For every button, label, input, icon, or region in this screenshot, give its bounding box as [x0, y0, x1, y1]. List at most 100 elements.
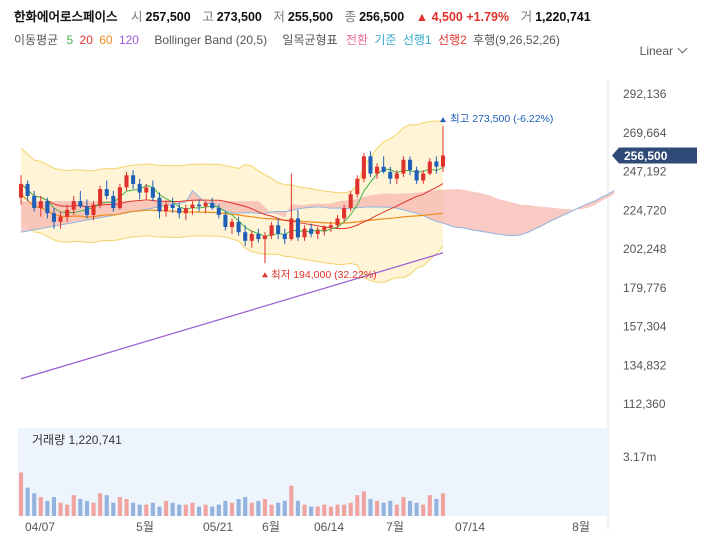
volume-bar [375, 500, 380, 516]
candle-body [124, 175, 129, 188]
volume-label: 거 [520, 10, 533, 24]
volume-bar [243, 497, 248, 516]
candle-body [78, 201, 83, 207]
price-tick-label: 269,664 [623, 126, 667, 140]
candle-body [295, 218, 300, 238]
volume-bar [421, 504, 426, 516]
volume-bar [407, 500, 413, 516]
ma5-label: 5 [66, 33, 74, 47]
candle-body [58, 216, 63, 222]
volume-bar [262, 498, 268, 516]
span1-label: 선행1 [402, 33, 432, 47]
bollinger-label[interactable]: Bollinger Band (20,5) [154, 33, 268, 47]
current-price-value: 256,500 [624, 149, 668, 163]
conversion-label: 전환 [345, 33, 369, 47]
candle-body [322, 227, 327, 231]
volume-bar [124, 498, 129, 516]
volume-panel [18, 428, 608, 516]
volume-bar [295, 500, 300, 516]
ma60-label: 60 [99, 33, 113, 47]
volume-bar [414, 502, 419, 516]
volume-bar [394, 504, 399, 516]
candle-body [164, 204, 169, 212]
price-tick-label: 112,360 [623, 397, 666, 411]
volume-bar [131, 502, 136, 516]
candle-body [381, 166, 386, 172]
candle-body [183, 208, 188, 214]
candle-body [84, 206, 89, 215]
candle-body [65, 209, 70, 217]
candle-body [51, 213, 57, 222]
low-marker-icon [261, 272, 268, 278]
candle-body [249, 233, 254, 241]
volume-bar [309, 506, 314, 516]
date-tick-label: 7월 [386, 520, 404, 534]
candle-body [388, 171, 393, 179]
ma120-line [20, 252, 444, 380]
ichimoku-label[interactable]: 일목균형표 [282, 33, 338, 47]
volume-bar [25, 487, 30, 516]
candle-body [282, 233, 287, 240]
volume-bar [348, 502, 353, 516]
candle-body [335, 218, 340, 226]
volume-bar [216, 504, 221, 516]
candle-body [203, 202, 208, 207]
volume-bar [269, 504, 274, 516]
volume-bar [381, 502, 386, 516]
volume-bar [51, 497, 57, 516]
candle-body [137, 183, 142, 193]
scale-mode: Linear [639, 44, 673, 58]
candle-body [170, 204, 175, 209]
candle-body [243, 232, 248, 241]
low-label: 저 [273, 10, 285, 24]
price-tick-label: 157,304 [623, 320, 667, 334]
volume-bar [137, 504, 142, 516]
candle-body [111, 195, 116, 209]
candle-body [421, 173, 426, 181]
candle-body [25, 183, 30, 196]
volume-bar [427, 495, 432, 516]
volume-bar [71, 495, 76, 516]
volume-bar [203, 504, 208, 516]
volume-bar [256, 500, 261, 516]
price-tick-label: 179,776 [623, 281, 667, 295]
volume-bar [368, 498, 373, 516]
ma60-line [20, 193, 444, 224]
volume-bar [91, 502, 96, 516]
date-tick-label: 06/14 [314, 520, 344, 534]
span2-label: 선행2 [437, 33, 467, 47]
ma-label[interactable]: 이동평균 [14, 33, 59, 47]
candle-body [427, 161, 432, 174]
candle-body [407, 159, 413, 171]
scale-selector[interactable]: Linear [639, 43, 688, 58]
candle-body [38, 201, 43, 209]
close-label: 종 [344, 10, 357, 24]
high-value: 273,500 [216, 10, 262, 24]
date-tick-label: 07/14 [455, 520, 485, 534]
candle-body [196, 204, 202, 207]
stock-name: 한화에어로스페이스 [14, 10, 118, 24]
indicator-legend[interactable]: 이동평균 5 20 60 120 Bollinger Band (20,5) 일… [14, 31, 565, 48]
candle-body [236, 221, 241, 233]
stock-header: 한화에어로스페이스 시 257,500 고 273,500 저 255,500 종 25… [14, 6, 599, 25]
candle-body [328, 225, 333, 228]
candle-body [309, 228, 314, 234]
volume-bar [440, 493, 446, 516]
candle-body [276, 225, 281, 234]
candle-body [32, 195, 37, 209]
bollinger-lower [20, 219, 444, 283]
candle-body [256, 233, 261, 240]
candle-body [229, 221, 235, 228]
low-annotation: 최저 194,000 (32.22%) [271, 269, 377, 281]
volume-bar [183, 504, 188, 516]
volume-bar [434, 498, 439, 516]
candle-body [45, 201, 50, 214]
volume-bar [98, 493, 103, 516]
candle-body [117, 187, 122, 209]
volume-bar [388, 500, 393, 516]
volume-bar [315, 506, 320, 516]
volume-bar [196, 506, 202, 516]
candle-body [98, 189, 103, 205]
volume-bar [144, 504, 149, 516]
